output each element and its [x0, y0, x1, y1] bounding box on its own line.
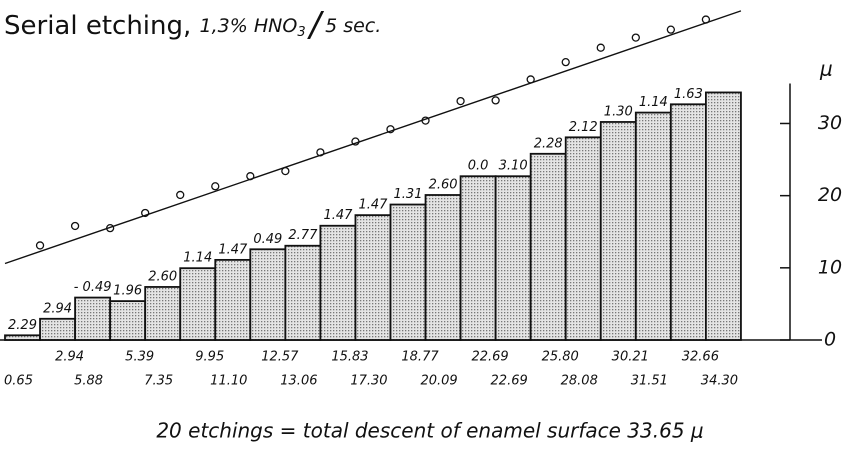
bar-value-label: 22.69 — [491, 374, 528, 389]
bar-value-label: 18.77 — [401, 350, 439, 365]
step-label: 1.30 — [604, 104, 633, 119]
bar — [74, 296, 112, 341]
data-point — [35, 241, 45, 250]
bar-value-label: 12.57 — [261, 350, 299, 365]
bar — [39, 317, 76, 341]
data-point — [561, 57, 570, 67]
bar-value-label: 2.94 — [55, 350, 84, 365]
bar-value-label: 5.88 — [74, 374, 103, 389]
bar-value-label: 25.80 — [542, 350, 579, 365]
bar-value-label: 28.08 — [561, 374, 598, 389]
bar-value-label: 22.69 — [471, 350, 508, 365]
bar — [564, 136, 602, 341]
data-point — [491, 96, 500, 105]
bar-value-label: 20.09 — [420, 374, 457, 389]
step-label: 1.14 — [183, 251, 212, 266]
step-label: - 0.49 — [74, 280, 112, 295]
y-tick-label: 0 — [824, 329, 836, 351]
bar — [389, 203, 427, 341]
bar-value-label: 5.39 — [125, 350, 154, 365]
bar — [424, 194, 462, 341]
bar-value-label: 15.83 — [331, 350, 368, 365]
step-label: 2.94 — [43, 301, 72, 316]
bar-value-label: 13.06 — [280, 374, 317, 389]
bar — [599, 121, 637, 341]
step-label: 1.96 — [113, 284, 142, 299]
y-tick-label: 10 — [818, 256, 842, 278]
bar-value-label: 7.35 — [144, 374, 173, 389]
bar-value-label: 32.66 — [682, 350, 719, 365]
bar — [704, 91, 742, 341]
data-point — [70, 221, 80, 231]
bar — [144, 286, 182, 341]
bar — [4, 334, 41, 341]
bar — [179, 267, 217, 341]
step-label: 0.49 — [253, 232, 282, 247]
data-point — [141, 208, 150, 218]
step-label: 1.14 — [639, 95, 668, 110]
step-label: 2.77 — [288, 228, 318, 243]
bar-value-label: 30.21 — [612, 350, 649, 365]
bar — [214, 258, 252, 341]
step-label: 2.12 — [569, 120, 598, 135]
step-label: 2.60 — [148, 269, 177, 284]
step-label: 1.47 — [218, 242, 248, 257]
chart-title: Serial etching, 1,3% HNO3/5 sec. — [4, 5, 381, 45]
y-tick-label: 20 — [818, 184, 842, 206]
y-axis-label: μ — [819, 57, 833, 81]
bar — [109, 300, 147, 341]
data-point — [176, 190, 185, 200]
step-label: 1.31 — [394, 187, 423, 202]
bar-value-label: 0.65 — [4, 374, 33, 389]
fit-line — [4, 10, 742, 265]
step-label: 2.60 — [429, 178, 458, 193]
step-label: 1.47 — [358, 198, 388, 213]
bar-value-label: 31.51 — [631, 374, 668, 389]
step-label: 0.0 — [468, 159, 489, 174]
step-label: 1.47 — [323, 208, 353, 223]
step-label: 3.10 — [499, 159, 528, 174]
bar — [284, 244, 322, 341]
bar — [494, 175, 532, 341]
bar — [669, 103, 707, 341]
data-point — [596, 43, 605, 52]
step-label: 2.29 — [8, 318, 37, 333]
bar — [249, 248, 287, 341]
bar — [634, 111, 672, 341]
bar-value-label: 17.30 — [350, 374, 387, 389]
data-point — [456, 96, 465, 106]
y-tick-label: 30 — [818, 112, 842, 134]
caption: 20 etchings = total descent of enamel su… — [156, 419, 703, 443]
bar — [319, 224, 357, 341]
data-point — [631, 33, 640, 42]
step-label: 1.63 — [674, 87, 703, 102]
bar-value-label: 11.10 — [210, 374, 247, 389]
data-point — [211, 182, 220, 191]
bar — [354, 214, 392, 341]
data-point — [666, 25, 675, 34]
step-label: 2.28 — [534, 136, 563, 151]
bar-value-label: 9.95 — [195, 350, 224, 365]
bar-value-label: 34.30 — [701, 374, 738, 389]
bar — [529, 152, 567, 341]
bar — [459, 175, 497, 341]
